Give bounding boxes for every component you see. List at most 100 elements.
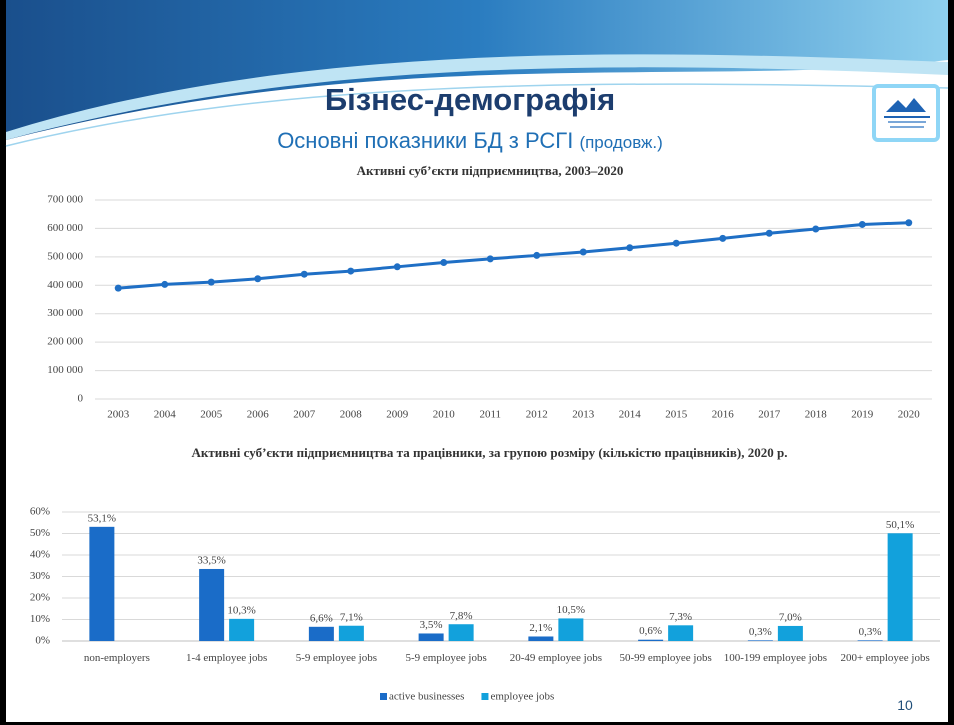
x-tick-label: 100-199 employee jobs	[723, 652, 827, 664]
x-tick-label: 2011	[479, 409, 501, 421]
x-tick-label: non-employers	[83, 652, 150, 664]
x-tick-label: 2013	[572, 409, 595, 421]
x-tick-label: 50-99 employee jobs	[619, 652, 712, 664]
bar	[668, 625, 694, 641]
legend-swatch	[481, 693, 489, 700]
bar	[308, 626, 334, 641]
x-tick-label: 2017	[758, 409, 781, 421]
marker	[114, 284, 122, 292]
value-label: 0,3%	[859, 626, 882, 638]
x-tick-label: 2010	[433, 409, 456, 421]
x-tick-label: 20-49 employee jobs	[509, 652, 602, 664]
y-tick-label: 0	[78, 393, 84, 405]
marker	[812, 225, 820, 233]
x-tick-label: 2012	[526, 409, 548, 421]
x-tick-label: 2014	[619, 409, 642, 421]
bar	[747, 640, 773, 641]
x-tick-label: 2005	[200, 409, 223, 421]
subtitle-note: (продовж.)	[579, 133, 663, 152]
legend-swatch	[380, 693, 387, 700]
x-tick-label: 2003	[107, 409, 130, 421]
value-label: 50,1%	[886, 519, 914, 531]
x-tick-label: 2004	[154, 409, 177, 421]
logo-text	[888, 121, 926, 123]
value-label: 33,5%	[197, 555, 225, 567]
marker	[347, 267, 355, 275]
marker	[905, 219, 913, 227]
x-tick-label: 2008	[340, 409, 363, 421]
y-tick-label: 500 000	[47, 250, 83, 262]
value-label: 2,1%	[529, 622, 552, 634]
value-label: 10,3%	[227, 604, 255, 616]
x-tick-label: 2009	[386, 409, 409, 421]
slide-title: Бізнес-демографія	[324, 82, 616, 117]
x-tick-label: 5-9 employee jobs	[295, 652, 377, 664]
x-tick-label: 2007	[293, 409, 316, 421]
logo-text	[884, 116, 930, 118]
x-tick-label: 2019	[851, 409, 874, 421]
value-label: 10,5%	[557, 604, 585, 616]
marker	[672, 239, 680, 247]
y-tick-label: 600 000	[47, 222, 83, 234]
value-label: 7,8%	[450, 610, 473, 622]
marker	[393, 263, 401, 271]
y-tick-label: 300 000	[47, 307, 83, 319]
x-tick-label: 2015	[665, 409, 688, 421]
bar	[448, 624, 474, 641]
marker	[858, 220, 866, 228]
y-tick-label: 40%	[30, 549, 50, 561]
value-label: 7,0%	[779, 611, 802, 623]
marker	[486, 255, 494, 263]
marker	[626, 244, 634, 252]
bar	[528, 636, 554, 641]
chart-title: Активні суб’єкти підприємництва та праці…	[191, 445, 788, 460]
value-label: 0,6%	[639, 625, 662, 637]
marker	[300, 270, 308, 278]
marker	[579, 248, 587, 256]
logo-mark	[886, 98, 926, 112]
bar	[89, 526, 115, 641]
x-tick-label: 2006	[247, 409, 270, 421]
slide-background	[6, 0, 948, 722]
value-label: 6,6%	[310, 612, 333, 624]
value-label: 3,5%	[420, 619, 443, 631]
header-line	[5, 83, 949, 147]
marker	[440, 259, 448, 267]
y-tick-label: 30%	[30, 570, 50, 582]
bar	[857, 640, 883, 641]
y-tick-label: 60%	[30, 506, 50, 518]
x-tick-label: 2018	[805, 409, 828, 421]
y-tick-label: 200 000	[47, 336, 83, 348]
legend-label: employee jobs	[490, 691, 554, 703]
marker	[719, 234, 727, 242]
bar	[638, 639, 664, 641]
line	[118, 221, 909, 290]
bar	[338, 625, 364, 641]
marker	[765, 229, 773, 237]
x-tick-label: 200+ employee jobs	[840, 652, 930, 664]
y-tick-label: 0%	[35, 635, 50, 647]
x-tick-label: 2020	[898, 409, 921, 421]
marker	[533, 251, 541, 259]
chart-title: Активні суб’єкти підприємництва, 2003–20…	[356, 163, 624, 178]
marker	[207, 278, 215, 286]
x-tick-label: 5-9 employee jobs	[405, 652, 487, 664]
subtitle: Основні показники БД з РСГІ	[277, 128, 574, 153]
bar	[199, 568, 225, 641]
y-tick-label: 400 000	[47, 279, 83, 291]
y-tick-label: 10%	[30, 613, 50, 625]
bar	[229, 618, 255, 641]
bar	[777, 625, 803, 641]
value-label: 7,3%	[669, 611, 692, 623]
value-label: 0,3%	[749, 626, 772, 638]
y-tick-label: 700 000	[47, 194, 83, 206]
y-tick-label: 20%	[30, 592, 50, 604]
marker	[254, 275, 262, 283]
value-label: 7,1%	[340, 611, 363, 623]
slide-subtitle: Основні показники БД з РСГІ (продовж.)	[0, 128, 940, 154]
x-tick-label: 2016	[712, 409, 735, 421]
legend-label: active businesses	[389, 691, 464, 703]
value-label: 53,1%	[88, 512, 116, 524]
